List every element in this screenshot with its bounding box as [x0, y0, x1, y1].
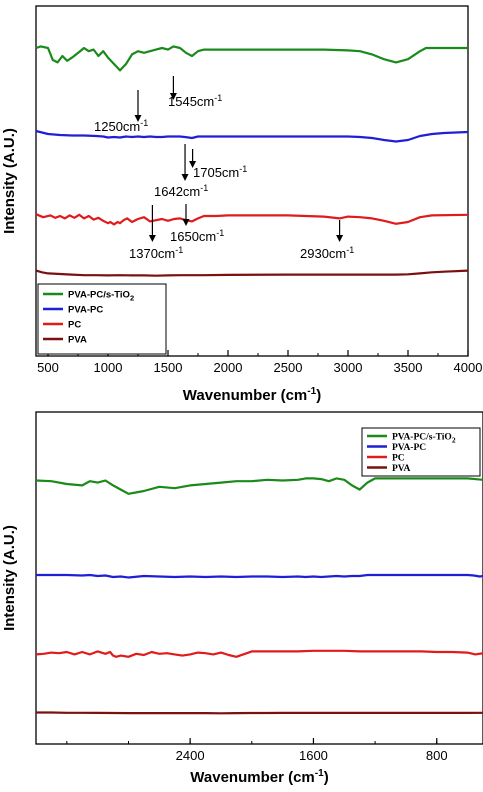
legend-label-sub: 2 — [452, 436, 456, 445]
legend-label: PVA — [68, 335, 87, 346]
annotation-label: 1545cm-1 — [168, 93, 222, 109]
legend-label-sub: 2 — [130, 294, 134, 303]
annotation-label-sup: -1 — [216, 228, 224, 238]
legend-label-main: PVA-PC — [68, 305, 103, 316]
x-tick-label: 1500 — [154, 360, 183, 375]
annotation-label-main: 2930cm — [300, 246, 346, 261]
annotation-label-sup: -1 — [346, 245, 354, 255]
annotation-arrowhead — [336, 235, 344, 242]
legend-label-main: PC — [68, 320, 81, 331]
legend-label: PVA — [392, 464, 410, 474]
annotation-label-sup: -1 — [140, 118, 148, 128]
x-axis-title-sup: -1 — [315, 768, 324, 779]
legend-label-main: PVA — [68, 335, 87, 346]
series-line-pva-pc-s-tio2 — [35, 45, 468, 72]
legend-label: PVA-PC/s-TiO2 — [68, 290, 134, 303]
annotation-label: 2930cm-1 — [300, 245, 354, 261]
plot-frame — [35, 411, 483, 745]
series-line-pva — [35, 269, 469, 277]
x-tick-label: 500 — [37, 360, 59, 375]
legend-label: PVA-PC/s-TiO2 — [392, 433, 456, 445]
y-axis-title: Intensity (A.U.) — [1, 525, 18, 631]
annotation-label-main: 1705cm — [193, 165, 239, 180]
annotation-arrowhead — [181, 174, 189, 181]
annotation-label-main: 1545cm — [168, 94, 214, 109]
annotation-label-sup: -1 — [239, 164, 247, 174]
annotation-label-sup: -1 — [214, 93, 222, 103]
x-tick-label: 1000 — [94, 360, 123, 375]
legend: PVA-PC/s-TiO2 PVA-PC PC PVA — [37, 283, 167, 355]
legend-label: PC — [392, 454, 405, 464]
x-tick-label: 1600 — [299, 748, 328, 763]
annotation-label: 1650cm-1 — [170, 228, 224, 244]
annotation-label-main: 1642cm — [154, 184, 200, 199]
annotation-arrowhead — [189, 161, 197, 168]
x-tick-label: 2400 — [176, 748, 205, 763]
annotation-label-main: 1250cm — [94, 119, 140, 134]
series-line-pva-pc — [36, 573, 483, 579]
x-axis-title-sup: -1 — [307, 386, 316, 397]
annotation-arrowhead — [134, 115, 142, 122]
legend-label: PVA-PC — [392, 443, 426, 453]
annotation-label: 1642cm-1 — [154, 183, 208, 199]
annotation-arrowhead — [182, 219, 190, 226]
series-line-pva-pc — [35, 129, 469, 143]
x-axis-title-main: Wavenumber (cm — [183, 387, 307, 404]
x-tick-label: 3000 — [334, 360, 363, 375]
annotation-label-sup: -1 — [200, 183, 208, 193]
annotation-label: 1705cm-1 — [193, 164, 247, 180]
x-axis-title: Wavenumber (cm-1) — [183, 386, 321, 404]
legend-label-main: PVA-PC/s-TiO — [392, 433, 452, 443]
x-tick-label: 4000 — [454, 360, 483, 375]
legend-label: PVA-PC — [68, 305, 103, 316]
annotation-label: 1370cm-1 — [129, 245, 183, 261]
series-line-pva-pc-s-tio2 — [35, 477, 483, 495]
annotation-label-main: 1650cm — [170, 229, 216, 244]
legend-box — [37, 283, 167, 355]
series-line-pc — [35, 649, 483, 658]
legend-label: PC — [68, 320, 81, 331]
x-axis-title-end: ) — [324, 769, 329, 786]
legend-label-main: PVA-PC — [392, 443, 426, 453]
x-tick-label: 800 — [426, 748, 448, 763]
annotation-label-sup: -1 — [175, 245, 183, 255]
x-axis-title: Wavenumber (cm-1) — [190, 768, 328, 786]
series-line-pc — [35, 213, 469, 226]
chart-top: 1250cm-11545cm-11705cm-11642cm-11370cm-1… — [1, 5, 483, 404]
annotation-label-main: 1370cm — [129, 246, 175, 261]
annotation-label: 1250cm-1 — [94, 118, 148, 134]
legend-label-main: PVA — [392, 464, 410, 474]
annotation-arrowhead — [169, 93, 177, 100]
annotation-arrowhead — [148, 235, 156, 242]
chart-bottom: 800 1600 2400 Wavenumber (cm-1) Intensity … — [1, 411, 483, 786]
y-axis-title: Intensity (A.U.) — [1, 128, 18, 234]
legend-label-main: PC — [392, 454, 405, 464]
x-axis-title-main: Wavenumber (cm — [190, 769, 314, 786]
plot-frame — [35, 5, 469, 357]
legend-label-main: PVA-PC/s-TiO — [68, 290, 130, 301]
series-line-pva — [36, 711, 483, 715]
x-tick-label: 2500 — [274, 360, 303, 375]
x-tick-label: 2000 — [214, 360, 243, 375]
x-axis-title-end: ) — [316, 387, 321, 404]
x-tick-label: 3500 — [394, 360, 423, 375]
